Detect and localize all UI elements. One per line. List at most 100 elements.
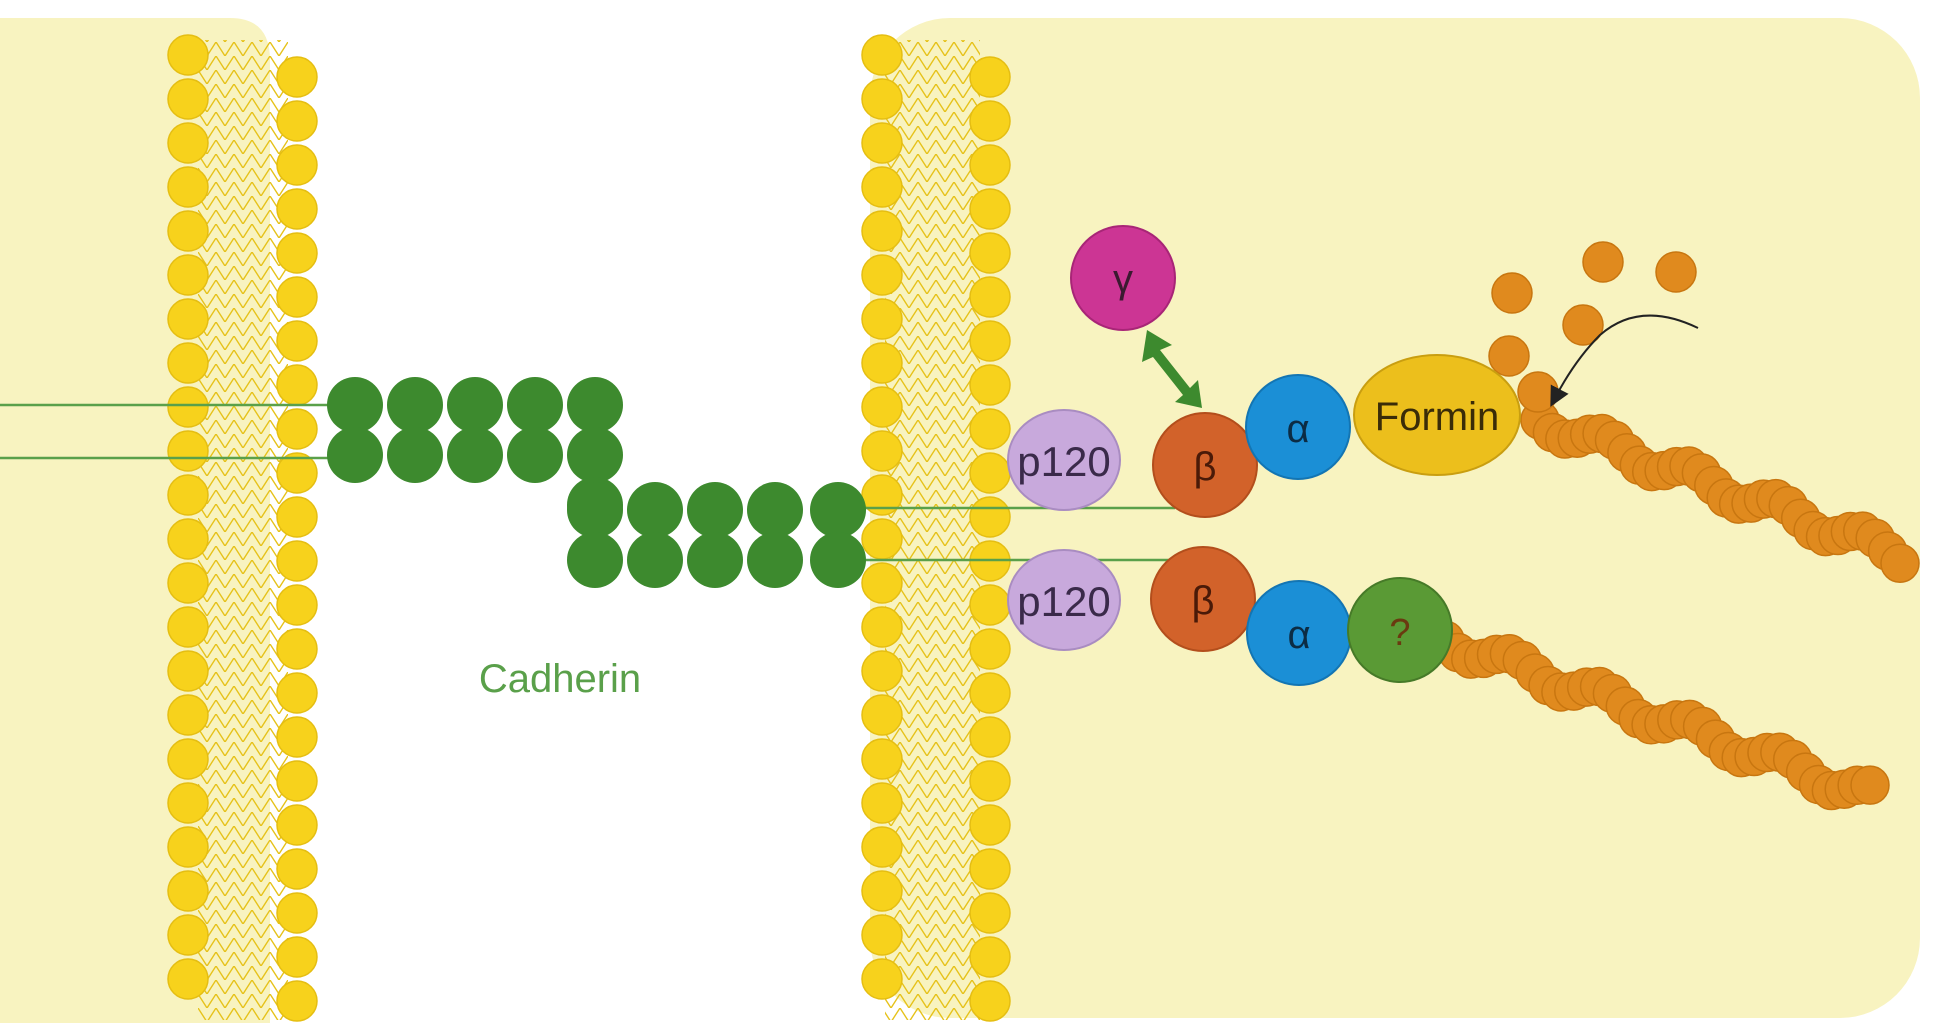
cadherin-dimer <box>327 377 866 588</box>
beta-top-label: β <box>1193 445 1216 489</box>
cadherin-domain <box>747 482 803 538</box>
lipid-head <box>276 320 318 362</box>
beta-bottom-label: β <box>1191 579 1214 623</box>
curved-arrow-icon <box>1550 314 1699 407</box>
lipid-head <box>276 628 318 670</box>
actin-subunit <box>1880 543 1920 583</box>
actin-monomer <box>1562 304 1604 346</box>
lipid-head <box>276 980 318 1022</box>
gamma-catenin: γ <box>1070 225 1176 331</box>
lipid-head <box>167 606 209 648</box>
p120-bottom-label: p120 <box>1017 578 1110 625</box>
lipid-head <box>167 166 209 208</box>
lipid-head <box>276 716 318 758</box>
lipid-head <box>276 144 318 186</box>
lipid-head <box>969 892 1011 934</box>
gamma-label: γ <box>1113 257 1133 301</box>
lipid-head <box>969 364 1011 406</box>
lipid-head <box>861 210 903 252</box>
cadherin-domain <box>687 482 743 538</box>
lipid-head <box>861 958 903 1000</box>
lipid-head <box>167 78 209 120</box>
p120-catenin-bottom: p120 <box>1007 549 1121 651</box>
lipid-head <box>276 540 318 582</box>
lipid-head <box>969 584 1011 626</box>
lipid-head <box>167 914 209 956</box>
lipid-head <box>969 848 1011 890</box>
lipid-head <box>969 804 1011 846</box>
lipid-head <box>276 232 318 274</box>
lipid-head <box>969 760 1011 802</box>
lipid-head <box>276 760 318 802</box>
lipid-head <box>861 78 903 120</box>
lipid-head <box>276 892 318 934</box>
unknown-linker-label: ? <box>1389 612 1410 654</box>
lipid-head <box>276 804 318 846</box>
alpha-catenin-bottom: α <box>1246 580 1352 686</box>
lipid-head <box>276 188 318 230</box>
p120-catenin-top: p120 <box>1007 409 1121 511</box>
actin-monomer <box>1491 272 1533 314</box>
lipid-head <box>276 100 318 142</box>
lipid-head <box>969 56 1011 98</box>
actin-monomer <box>1582 241 1624 283</box>
lipid-head <box>276 496 318 538</box>
lipid-head <box>861 342 903 384</box>
right-membrane-tails <box>885 40 980 1020</box>
lipid-head <box>167 254 209 296</box>
lipid-head <box>167 958 209 1000</box>
lipid-head <box>861 606 903 648</box>
lipid-head <box>861 122 903 164</box>
lipid-head <box>276 848 318 890</box>
cadherin-label: Cadherin <box>479 657 641 701</box>
lipid-head <box>861 386 903 428</box>
lipid-head <box>861 826 903 868</box>
lipid-head <box>167 562 209 604</box>
lipid-head <box>167 342 209 384</box>
lipid-head <box>861 518 903 560</box>
lipid-head <box>861 650 903 692</box>
lipid-head <box>861 254 903 296</box>
cadherin-domain <box>567 482 623 538</box>
lipid-head <box>167 298 209 340</box>
lipid-head <box>969 980 1011 1022</box>
lipid-head <box>167 738 209 780</box>
lipid-bilayers <box>167 34 1011 1022</box>
cadherin-domain <box>567 377 623 433</box>
lipid-head <box>969 628 1011 670</box>
cadherin-domain <box>447 377 503 433</box>
cadherin-domain <box>507 377 563 433</box>
lipid-head <box>861 782 903 824</box>
lipid-head <box>276 672 318 714</box>
cadherin-transmembrane-lines <box>0 403 1175 562</box>
cadherin-domain <box>810 482 866 538</box>
lipid-head <box>276 452 318 494</box>
cadherin-domain <box>507 427 563 483</box>
lipid-head <box>167 210 209 252</box>
lipid-head <box>969 936 1011 978</box>
alpha-bottom-label: α <box>1287 613 1310 657</box>
lipid-head <box>969 188 1011 230</box>
lipid-head <box>276 56 318 98</box>
beta-catenin-bottom: β <box>1150 546 1256 652</box>
actin-filaments <box>1425 400 1920 811</box>
cadherin-domain <box>627 482 683 538</box>
lipid-head <box>969 320 1011 362</box>
lipid-head <box>167 650 209 692</box>
lipid-head <box>167 782 209 824</box>
lipid-head <box>861 914 903 956</box>
alpha-catenin-top: α <box>1245 374 1351 480</box>
cadherin-domain <box>327 427 383 483</box>
beta-catenin-top: β <box>1152 412 1258 518</box>
alpha-top-label: α <box>1286 407 1309 451</box>
formin-label: Formin <box>1375 395 1499 439</box>
lipid-head <box>167 386 209 428</box>
lipid-head <box>276 584 318 626</box>
actin-monomers <box>1488 241 1697 413</box>
cadherin-domain <box>747 532 803 588</box>
actin-monomer <box>1655 251 1697 293</box>
lipid-head <box>969 408 1011 450</box>
lipid-head <box>276 276 318 318</box>
